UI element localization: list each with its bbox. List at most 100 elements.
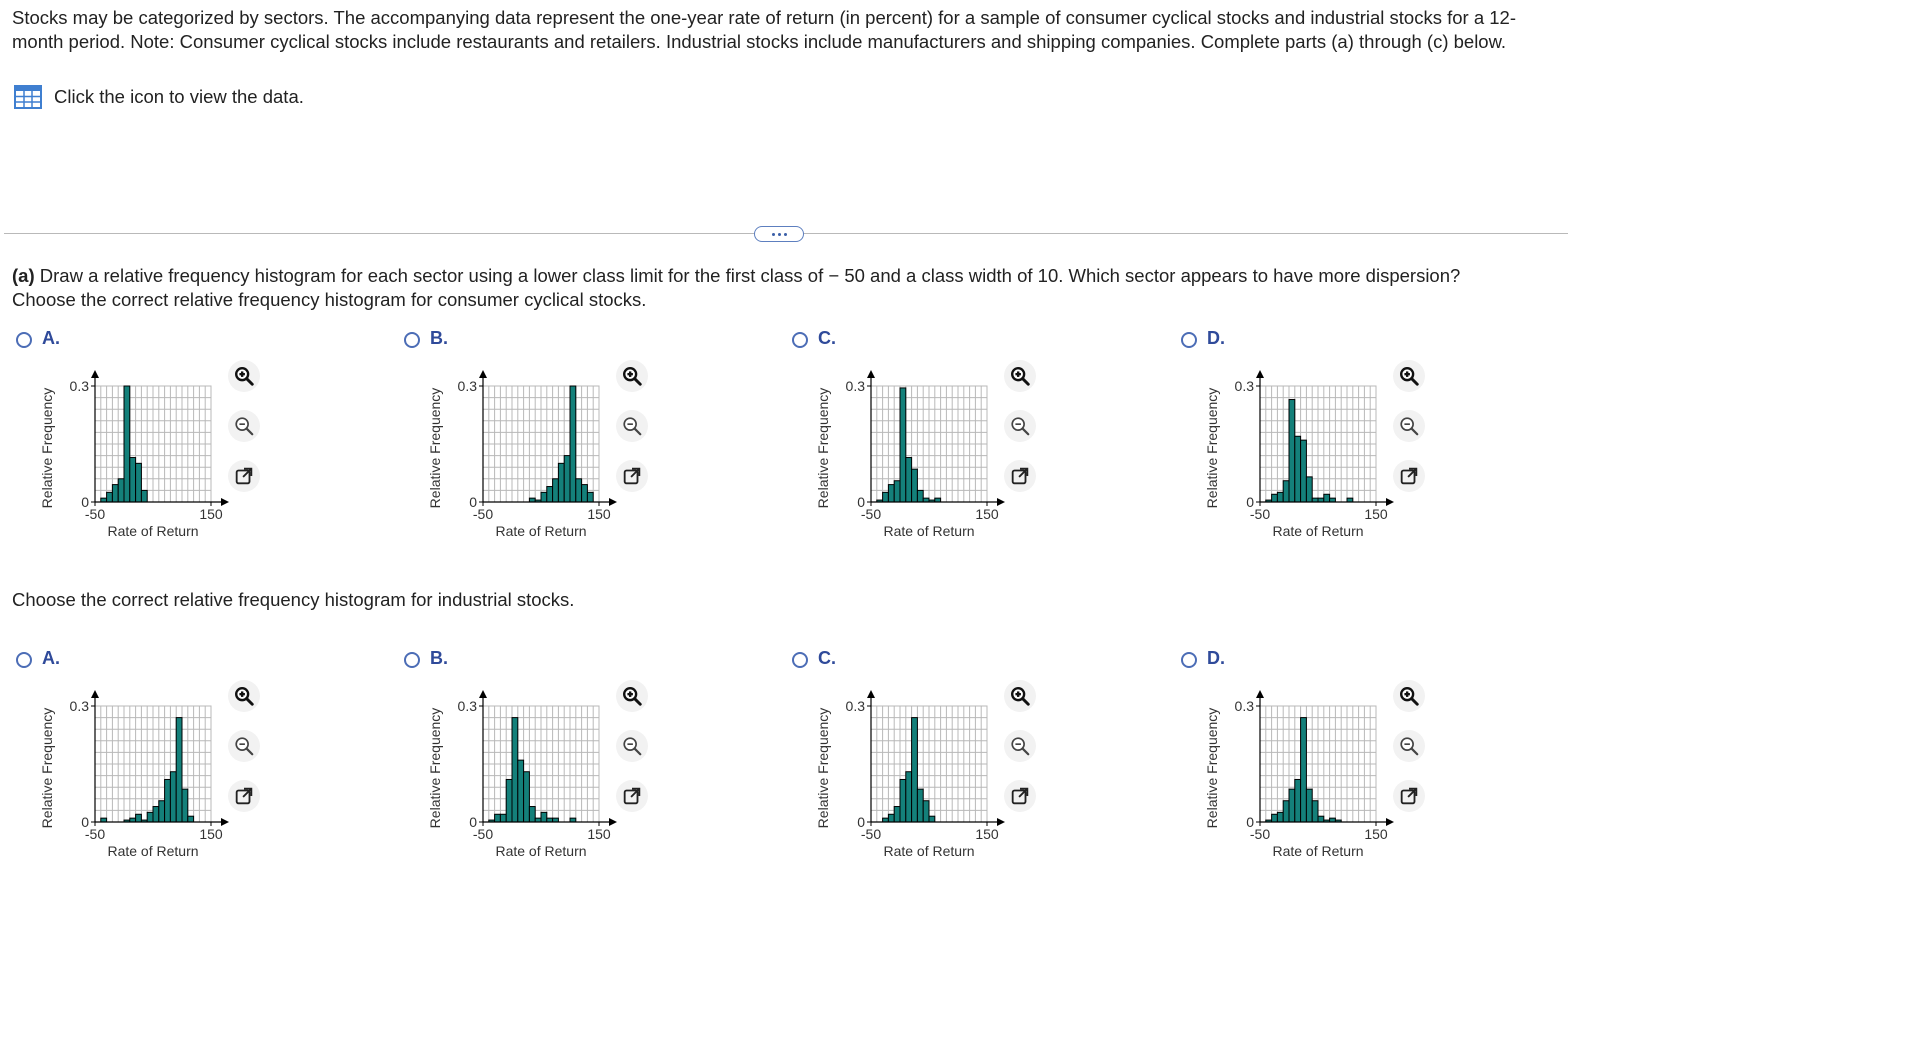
zoom-out-icon[interactable]	[1009, 735, 1031, 757]
zoom-in-icon[interactable]	[233, 365, 255, 387]
option-radio[interactable]	[16, 332, 32, 348]
x-tick-label: -50	[85, 826, 105, 842]
popout-button[interactable]	[1004, 460, 1036, 492]
zoom-out-button[interactable]	[1393, 730, 1425, 762]
histogram-bar	[1294, 435, 1302, 503]
zoom-out-icon[interactable]	[233, 735, 255, 757]
option-radio[interactable]	[1181, 652, 1197, 668]
x-axis-arrow	[997, 818, 1005, 826]
option-radio[interactable]	[404, 652, 420, 668]
option-radio[interactable]	[404, 332, 420, 348]
zoom-in-button[interactable]	[1393, 360, 1425, 392]
popout-icon[interactable]	[1009, 785, 1031, 807]
zoom-out-icon[interactable]	[1009, 415, 1031, 437]
popout-button[interactable]	[228, 780, 260, 812]
zoom-in-icon[interactable]	[1398, 365, 1420, 387]
histogram-bar	[893, 480, 901, 503]
histogram-bar	[911, 468, 918, 503]
popout-button[interactable]	[616, 460, 648, 492]
popout-icon[interactable]	[1398, 785, 1420, 807]
histogram-bar	[563, 455, 571, 503]
x-axis-arrow	[1386, 498, 1394, 506]
zoom-out-icon[interactable]	[621, 735, 643, 757]
zoom-out-button[interactable]	[1393, 410, 1425, 442]
popout-button[interactable]	[1393, 780, 1425, 812]
zoom-out-button[interactable]	[1004, 730, 1036, 762]
option-letter[interactable]: B.	[430, 648, 448, 668]
option-radio[interactable]	[792, 652, 808, 668]
view-data-label[interactable]: Click the icon to view the data.	[54, 86, 304, 107]
y-axis-arrow	[1256, 370, 1264, 378]
histogram-bar	[187, 815, 195, 823]
x-tick-label: -50	[861, 826, 881, 842]
histogram-bar	[164, 778, 171, 823]
zoom-out-icon[interactable]	[1398, 735, 1420, 757]
option-letter[interactable]: A.	[42, 328, 60, 348]
option-radio[interactable]	[16, 652, 32, 668]
x-tick-label: 150	[1364, 826, 1388, 842]
zoom-in-button[interactable]	[1004, 680, 1036, 712]
popout-button[interactable]	[1004, 780, 1036, 812]
option-letter[interactable]: C.	[818, 648, 836, 668]
zoom-in-icon[interactable]	[1009, 685, 1031, 707]
popout-icon[interactable]	[621, 785, 643, 807]
popout-button[interactable]	[228, 460, 260, 492]
histogram-bar	[175, 717, 183, 823]
histogram-bar	[1300, 439, 1307, 503]
histogram-bar	[575, 478, 583, 503]
zoom-in-button[interactable]	[616, 680, 648, 712]
zoom-out-button[interactable]	[616, 730, 648, 762]
y-axis-label: Relative Frequency	[427, 388, 443, 509]
popout-icon[interactable]	[1009, 465, 1031, 487]
histogram-bar	[899, 387, 907, 503]
zoom-out-button[interactable]	[228, 410, 260, 442]
view-data-link[interactable]: Click the icon to view the data.	[14, 85, 304, 109]
popout-icon[interactable]	[233, 785, 255, 807]
option-letter[interactable]: B.	[430, 328, 448, 348]
zoom-out-button[interactable]	[616, 410, 648, 442]
zoom-in-icon[interactable]	[1398, 685, 1420, 707]
option-radio[interactable]	[1181, 332, 1197, 348]
popout-icon[interactable]	[621, 465, 643, 487]
x-axis-label: Rate of Return	[883, 843, 974, 856]
zoom-in-icon[interactable]	[621, 365, 643, 387]
histogram-bar	[523, 771, 530, 823]
histogram-bar	[140, 489, 148, 503]
histogram-bar	[528, 806, 536, 823]
zoom-in-button[interactable]	[1004, 360, 1036, 392]
zoom-out-button[interactable]	[1004, 410, 1036, 442]
popout-icon[interactable]	[1398, 465, 1420, 487]
expand-more-button[interactable]	[754, 226, 804, 242]
option-letter[interactable]: D.	[1207, 328, 1225, 348]
zoom-in-button[interactable]	[1393, 680, 1425, 712]
zoom-out-icon[interactable]	[233, 415, 255, 437]
zoom-in-button[interactable]	[228, 680, 260, 712]
popout-button[interactable]	[616, 780, 648, 812]
part-a-question: (a) Draw a relative frequency histogram …	[12, 264, 1460, 312]
zoom-in-icon[interactable]	[233, 685, 255, 707]
zoom-in-button[interactable]	[228, 360, 260, 392]
industrial-option-3: C. 0.3 0 -50 150 Rate of Return Relative Frequ…	[788, 646, 1088, 856]
option-letter[interactable]: C.	[818, 328, 836, 348]
y-tick-label: 0.3	[70, 698, 90, 714]
x-axis-arrow	[997, 498, 1005, 506]
option-letter[interactable]: A.	[42, 648, 60, 668]
x-axis-label: Rate of Return	[495, 843, 586, 856]
option-radio[interactable]	[792, 332, 808, 348]
zoom-out-button[interactable]	[228, 730, 260, 762]
zoom-in-button[interactable]	[616, 360, 648, 392]
popout-button[interactable]	[1393, 460, 1425, 492]
zoom-out-icon[interactable]	[621, 415, 643, 437]
histogram-bar	[1288, 399, 1296, 503]
histogram-bar	[916, 788, 924, 823]
histogram-bar	[922, 800, 930, 823]
popout-icon[interactable]	[233, 465, 255, 487]
zoom-out-icon[interactable]	[1398, 415, 1420, 437]
histogram-bar	[1311, 800, 1319, 823]
zoom-in-icon[interactable]	[1009, 365, 1031, 387]
option-letter[interactable]: D.	[1207, 648, 1225, 668]
zoom-in-icon[interactable]	[621, 685, 643, 707]
table-grid-icon[interactable]	[14, 85, 42, 109]
